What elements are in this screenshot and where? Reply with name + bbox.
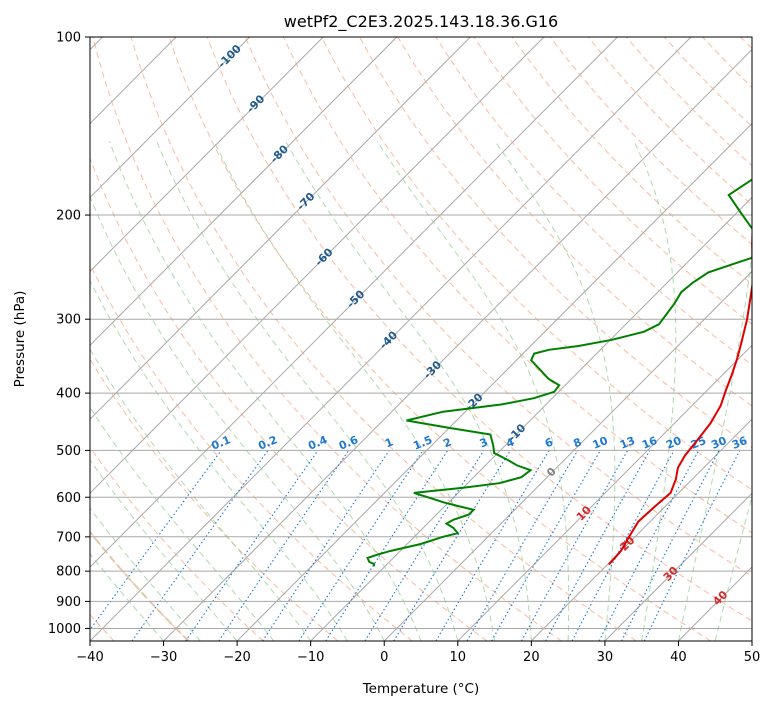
isotherm-line xyxy=(90,37,324,273)
mixing-ratio-line xyxy=(185,450,319,641)
mixing-ratio-lines xyxy=(90,450,741,641)
mixing-ratio-line xyxy=(90,450,222,631)
y-tick-label: 300 xyxy=(56,313,81,328)
x-tick-label: −20 xyxy=(223,650,250,665)
mixing-ratio-label: 1 xyxy=(383,435,395,450)
y-tick-label: 100 xyxy=(56,31,81,46)
mixing-ratio-label: 16 xyxy=(640,434,659,452)
dry-adiabat-line xyxy=(168,37,712,641)
mixing-ratio-line xyxy=(262,450,390,641)
isotherm-line xyxy=(90,37,250,199)
mixing-ratio-line xyxy=(643,450,741,641)
mixing-ratio-line xyxy=(325,450,449,641)
x-tick-label: 10 xyxy=(450,650,467,665)
isotherm-line xyxy=(236,122,752,641)
temperature-line xyxy=(608,212,752,566)
dry-adiabat-line xyxy=(90,357,339,641)
mixing-ratio-labels: 0.1 0.2 0.4 0.6 1 1.5 2 3 4 6 8 10 13 16 20 25 30 36 xyxy=(210,433,750,452)
y-tick-label: 600 xyxy=(56,491,81,506)
mixing-ratio-label: 2 xyxy=(442,435,454,450)
mixing-ratio-line xyxy=(545,450,651,641)
x-tick-label: 20 xyxy=(523,650,540,665)
isotherm-line xyxy=(90,37,471,420)
y-tick-label: 1000 xyxy=(48,622,81,637)
y-tick-label: 500 xyxy=(56,444,81,459)
dry-adiabat-line xyxy=(92,37,562,641)
y-tick-label: 200 xyxy=(56,209,81,224)
isotherm-line xyxy=(90,37,545,494)
plot-area: -100-90-80-70-60-50-40-30-20-10010203040… xyxy=(90,37,752,641)
isotherm-line xyxy=(530,418,752,641)
isotherm-line xyxy=(604,492,752,641)
mixing-ratio-label: 20 xyxy=(664,434,683,452)
mixing-ratio-label: 13 xyxy=(618,434,637,452)
dry-adiabat-line xyxy=(321,37,752,491)
dewpoint-line xyxy=(366,178,752,567)
mixing-ratio-line xyxy=(131,450,269,641)
y-axis-ticks: 100 200 300 400 500 600 700 800 900 1000 xyxy=(48,31,90,637)
isotherm-line xyxy=(163,48,752,641)
y-tick-label: 800 xyxy=(56,565,81,580)
dry-adiabat-line xyxy=(130,37,637,641)
y-axis-label: Pressure (hPa) xyxy=(12,291,28,388)
x-axis-label: Temperature (°C) xyxy=(362,681,480,697)
isotherm-line xyxy=(90,37,618,568)
mixing-ratio-line xyxy=(491,450,601,641)
mixing-ratio-line xyxy=(393,450,511,641)
mixing-ratio-line xyxy=(621,450,720,641)
mixing-ratio-line xyxy=(298,450,424,641)
dry-adiabat-line xyxy=(473,37,752,325)
x-tick-label: 0 xyxy=(380,650,388,665)
plot-frame xyxy=(89,36,753,642)
dry-adiabat-line xyxy=(244,37,752,578)
y-tick-label: 400 xyxy=(56,387,81,402)
mixing-ratio-line xyxy=(521,450,629,641)
pressure-gridlines xyxy=(90,37,752,629)
mixing-ratio-label: 8 xyxy=(572,435,584,450)
mixing-ratio-line xyxy=(364,450,485,641)
x-tick-label: −40 xyxy=(76,650,103,665)
y-tick-label: 900 xyxy=(56,595,81,610)
dry-adiabat-line xyxy=(90,446,264,641)
x-tick-label: −30 xyxy=(150,650,177,665)
isotherm-line xyxy=(457,344,752,641)
mixing-ratio-line xyxy=(571,450,675,641)
x-axis-ticks: −40 −30 −20 −10 0 10 20 30 40 50 xyxy=(76,641,760,665)
y-tick-label: 700 xyxy=(56,530,81,545)
mixing-ratio-label: 30 xyxy=(709,434,728,452)
dry-adiabat-line xyxy=(206,37,752,622)
mixing-ratio-label: 25 xyxy=(689,434,708,452)
mixing-ratio-label: 10 xyxy=(591,434,610,452)
x-tick-label: 50 xyxy=(744,650,761,665)
isotherm-line xyxy=(90,37,398,347)
mixing-ratio-label: 3 xyxy=(478,435,490,450)
x-tick-label: −10 xyxy=(297,650,324,665)
dry-adiabat-line xyxy=(511,37,752,285)
dry-adiabat-line xyxy=(90,263,413,641)
isotherm-line xyxy=(383,270,752,641)
dry-adiabat-lines xyxy=(90,37,752,641)
chart-title: wetPf2_C2E3.2025.143.18.36.G16 xyxy=(284,12,558,32)
x-tick-label: 40 xyxy=(670,650,687,665)
x-tick-label: 30 xyxy=(597,650,614,665)
mixing-ratio-line xyxy=(218,450,350,641)
dry-adiabat-line xyxy=(282,37,752,534)
mixing-ratio-label: 36 xyxy=(730,434,749,452)
